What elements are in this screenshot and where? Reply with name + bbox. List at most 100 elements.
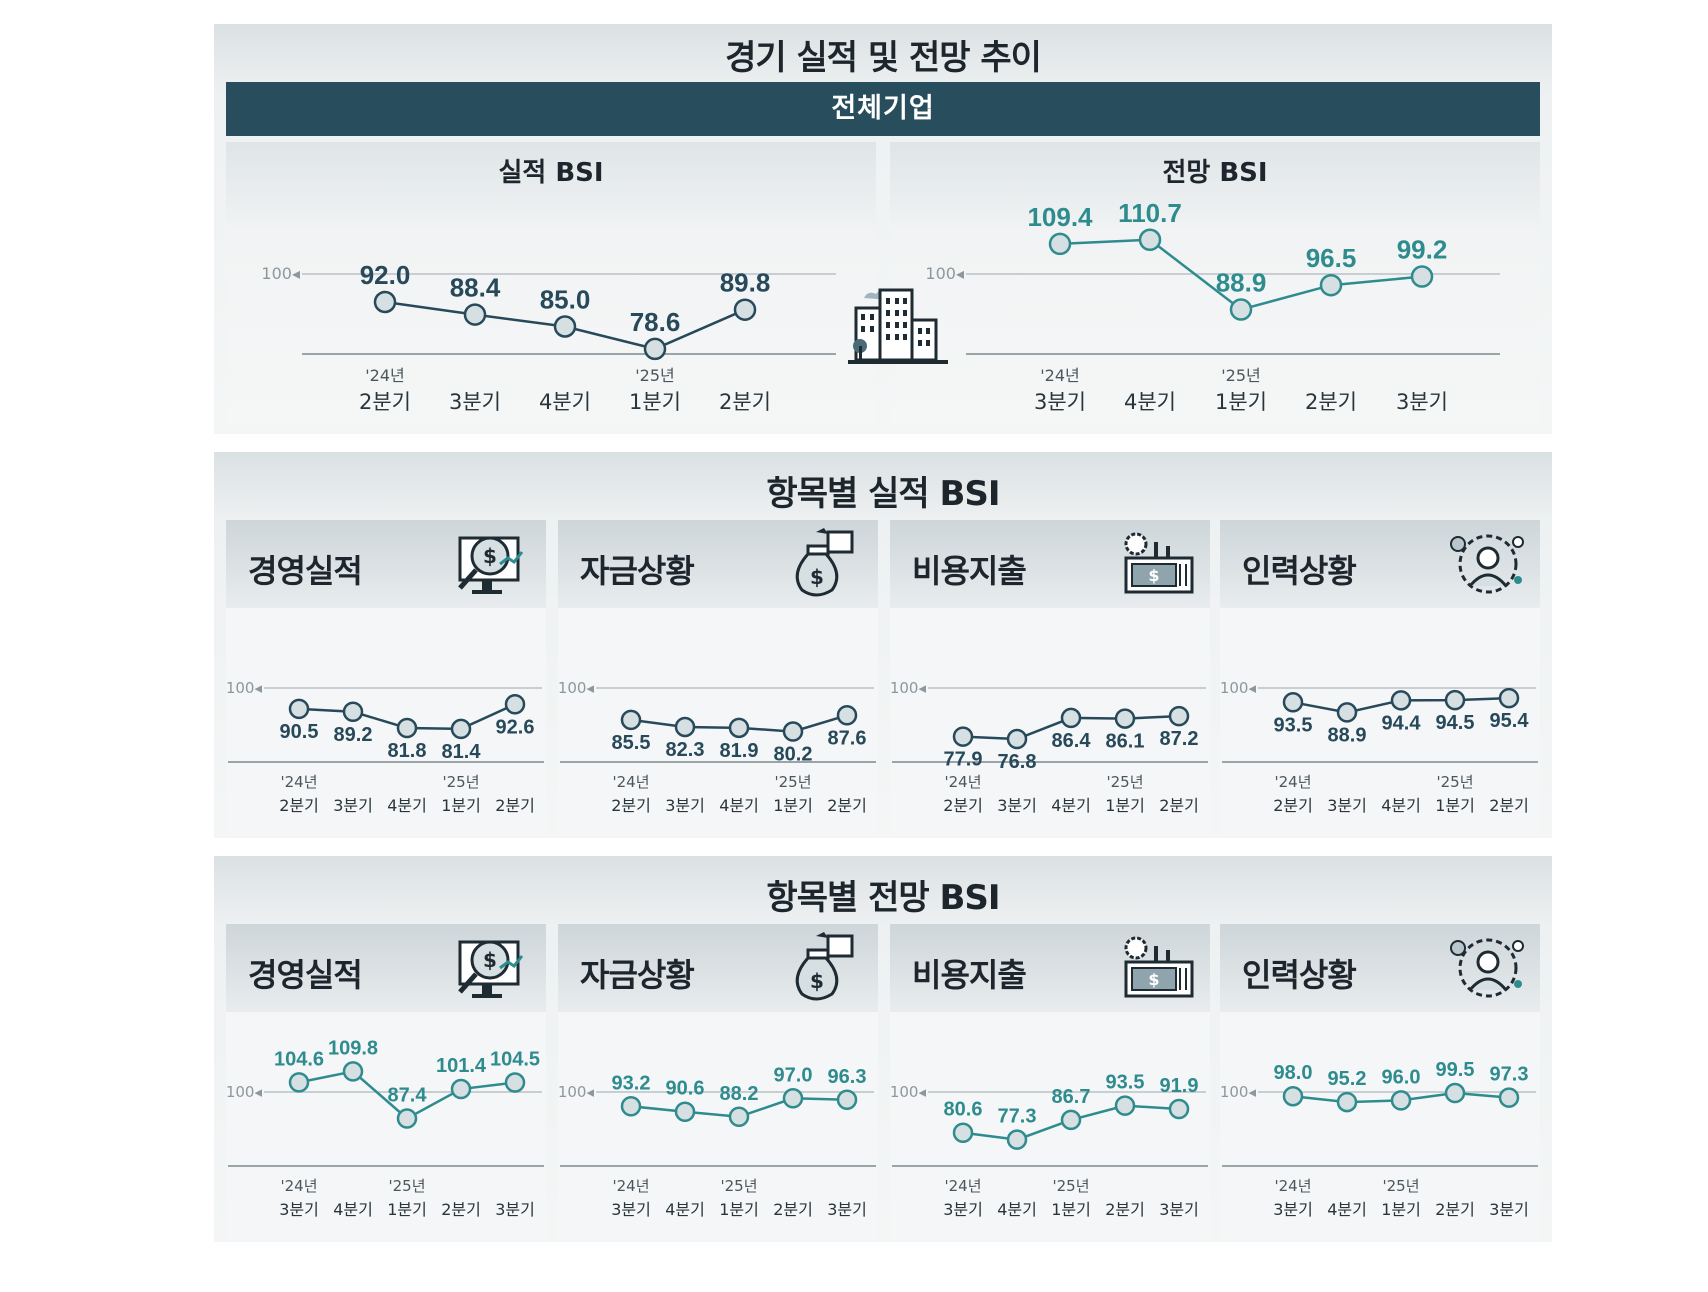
data-label: 80.2 — [774, 744, 813, 766]
quarter-tick-label: 2분기 — [773, 1200, 813, 1219]
data-label: 82.3 — [666, 739, 705, 761]
data-label: 95.4 — [1490, 710, 1530, 732]
quarter-tick-label: 4분기 — [1327, 1200, 1367, 1219]
data-label: 81.4 — [442, 741, 482, 763]
svg-text:$: $ — [1148, 566, 1159, 585]
data-label: 98.0 — [1274, 1062, 1313, 1084]
quarter-tick-label: 4분기 — [665, 1200, 705, 1219]
quarter-tick-label: 2분기 — [359, 390, 411, 414]
quarter-tick-label: 3분기 — [1273, 1200, 1313, 1219]
quarter-tick-label: 1분기 — [1215, 390, 1267, 414]
quarter-tick-label: 2분기 — [719, 390, 771, 414]
reference-label: 100◂ — [558, 1083, 595, 1101]
data-label: 92.6 — [496, 716, 535, 738]
data-label: 88.9 — [1328, 724, 1367, 746]
year-tick-label: '25년 — [720, 1177, 757, 1195]
data-point — [782, 1088, 804, 1109]
data-label: 77.9 — [944, 749, 983, 771]
reference-label: 100◂ — [925, 264, 964, 283]
data-point — [1006, 728, 1028, 750]
data-label: 92.0 — [360, 260, 411, 290]
data-point — [373, 290, 397, 314]
data-point — [1168, 705, 1190, 727]
data-label: 101.4 — [436, 1055, 487, 1077]
quarter-tick-label: 4분기 — [1381, 796, 1421, 815]
data-label: 93.5 — [1274, 714, 1313, 736]
data-point — [728, 717, 750, 739]
year-tick-label: '25년 — [1106, 773, 1143, 791]
data-point — [1060, 1109, 1082, 1131]
data-label: 109.4 — [1027, 202, 1093, 232]
data-point — [342, 1061, 364, 1082]
data-point — [1336, 1091, 1358, 1113]
quarter-tick-label: 1분기 — [1105, 796, 1145, 815]
data-point — [288, 698, 310, 720]
quarter-tick-label: 2분기 — [611, 796, 651, 815]
quarter-tick-label: 1분기 — [773, 796, 813, 815]
data-point — [674, 1101, 696, 1122]
quarter-tick-label: 2분기 — [943, 796, 983, 815]
data-point — [1114, 1095, 1136, 1116]
data-label: 89.2 — [334, 724, 373, 746]
forecast-bsi-title: 전망 BSI — [1162, 158, 1268, 188]
data-label: 80.6 — [944, 1099, 983, 1121]
data-point — [674, 716, 696, 738]
quarter-tick-label: 3분기 — [665, 796, 705, 815]
data-label: 94.4 — [1382, 712, 1422, 734]
all-companies-banner: 전체기업 — [226, 82, 1540, 136]
quarter-tick-label: 3분기 — [1489, 1200, 1529, 1219]
quarter-tick-label: 3분기 — [449, 390, 501, 414]
data-point — [728, 1106, 750, 1128]
reference-label: 100◂ — [890, 679, 927, 697]
year-tick-label: '24년 — [1274, 1177, 1311, 1195]
data-point — [553, 315, 577, 338]
reference-label: 100◂ — [261, 264, 300, 283]
year-tick-label: '24년 — [612, 773, 649, 791]
quarter-tick-label: 2분기 — [1435, 1200, 1475, 1219]
data-point — [1390, 690, 1412, 711]
year-tick-label: '25년 — [1382, 1177, 1419, 1195]
cash-factory-icon: $ — [1124, 936, 1194, 998]
forecast-bsi-panel: 전망 BSI — [890, 142, 1540, 424]
actual-items-title: 항목별 실적 BSI — [766, 474, 1000, 514]
card-title: 경영실적 — [248, 552, 363, 590]
data-label: 104.6 — [274, 1048, 324, 1070]
forecast-card-workforce: 인력상황 — [1220, 924, 1540, 1240]
data-point — [504, 694, 526, 715]
card-title: 자금상황 — [580, 956, 695, 994]
data-label: 77.3 — [998, 1106, 1037, 1128]
data-point — [643, 337, 667, 361]
quarter-tick-label: 2분기 — [441, 1200, 481, 1219]
money-bag-icon: $ — [795, 932, 854, 1001]
quarter-tick-label: 4분기 — [1124, 390, 1176, 414]
year-tick-label: '25년 — [1436, 773, 1473, 791]
card-title: 인력상황 — [1242, 552, 1357, 590]
data-label: 96.0 — [1382, 1066, 1421, 1088]
year-tick-label: '24년 — [944, 1177, 981, 1195]
main-title: 경기 실적 및 전망 추이 — [725, 38, 1042, 78]
data-label: 88.2 — [720, 1083, 759, 1105]
actual-card-workforce: 인력상황 — [1220, 520, 1540, 836]
forecast-card-funding: 자금상황 — [558, 924, 878, 1240]
svg-text:$: $ — [1148, 970, 1159, 989]
quarter-tick-label: 3분기 — [279, 1200, 319, 1219]
data-label: 93.5 — [1106, 1072, 1145, 1094]
quarter-tick-label: 3분기 — [495, 1200, 535, 1219]
data-point — [1444, 689, 1466, 711]
data-point — [1444, 1082, 1466, 1104]
quarter-tick-label: 3분기 — [611, 1200, 651, 1219]
year-tick-label: '24년 — [1040, 366, 1079, 385]
data-label: 87.6 — [828, 727, 867, 749]
data-label: 93.2 — [612, 1072, 651, 1094]
year-tick-label: '25년 — [635, 366, 674, 385]
quarter-tick-label: 4분기 — [997, 1200, 1037, 1219]
reference-label: 100◂ — [890, 1083, 927, 1101]
quarter-tick-label: 3분기 — [1034, 390, 1086, 414]
quarter-tick-label: 3분기 — [1396, 390, 1448, 414]
quarter-tick-label: 4분기 — [387, 796, 427, 815]
data-point — [1048, 232, 1072, 256]
data-point — [1390, 1090, 1412, 1111]
data-point — [288, 1072, 310, 1093]
year-tick-label: '25년 — [388, 1177, 425, 1195]
